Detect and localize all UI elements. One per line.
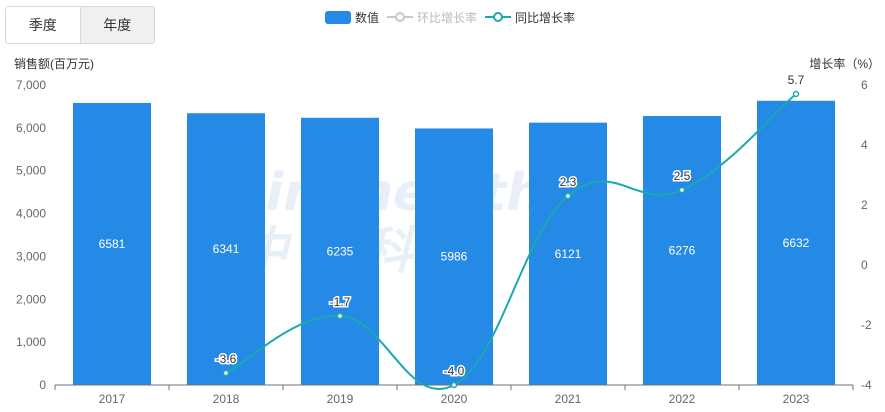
- x-tick-label: 2022: [669, 392, 696, 406]
- y-axis-left-title: 销售额(百万元): [14, 56, 94, 71]
- yoy-growth-point[interactable]: [450, 381, 458, 389]
- y-tick-right: -4: [861, 378, 872, 392]
- yoy-growth-label: -4.0: [444, 364, 465, 378]
- y-tick-left: 7,000: [16, 78, 46, 92]
- bar-value-label: 6341: [213, 242, 240, 256]
- y-tick-right: -2: [861, 318, 872, 332]
- x-tick-label: 2017: [99, 392, 126, 406]
- bar[interactable]: [187, 113, 265, 385]
- legend-line-swatch-mom: [387, 12, 414, 22]
- yoy-growth-label: -1.7: [330, 295, 351, 309]
- period-tabs: 季度 年度: [5, 6, 155, 44]
- legend-item-yoy-growth[interactable]: 同比增长率: [485, 9, 575, 26]
- tab-quarterly[interactable]: 季度: [6, 7, 80, 43]
- y-tick-right: 0: [861, 258, 868, 272]
- chart-legend: 数值 环比增长率 同比增长率: [325, 8, 575, 26]
- x-tick-label: 2021: [555, 392, 582, 406]
- legend-bar-swatch: [325, 10, 351, 24]
- legend-line-swatch-yoy: [485, 12, 512, 22]
- bar-value-label: 6632: [783, 236, 810, 250]
- yoy-growth-point[interactable]: [222, 369, 230, 377]
- y-tick-left: 6,000: [16, 121, 46, 135]
- watermark-text-en: Sinohealth: [228, 163, 543, 223]
- yoy-growth-point[interactable]: [792, 90, 800, 98]
- legend-label-mom-growth: 环比增长率: [417, 10, 478, 25]
- bar[interactable]: [757, 100, 835, 386]
- x-tick-label: 2023: [783, 392, 810, 406]
- yoy-growth-point[interactable]: [336, 312, 344, 320]
- tab-annual[interactable]: 年度: [79, 7, 154, 43]
- y-tick-right: 2: [861, 198, 868, 212]
- bar-value-label: 5986: [441, 250, 468, 264]
- bar[interactable]: [529, 122, 607, 386]
- legend-item-mom-growth[interactable]: 环比增长率: [387, 9, 477, 26]
- yoy-growth-label: 5.7: [788, 73, 805, 87]
- x-tick-label: 2020: [441, 392, 468, 406]
- y-tick-left: 5,000: [16, 164, 46, 178]
- y-tick-left: 1,000: [16, 335, 46, 349]
- x-tick-label: 2019: [327, 392, 354, 406]
- legend-label-value: 数值: [355, 10, 380, 25]
- y-tick-right: 6: [861, 78, 868, 92]
- bar[interactable]: [301, 117, 379, 386]
- yoy-growth-label: -3.6: [216, 352, 237, 366]
- bar[interactable]: [643, 116, 721, 386]
- yoy-growth-label: 2.5: [674, 169, 691, 183]
- bar-value-label: 6235: [327, 244, 354, 258]
- y-tick-left: 3,000: [16, 249, 46, 263]
- bar-value-label: 6276: [669, 244, 696, 258]
- y-tick-left: 0: [39, 378, 46, 392]
- x-tick-label: 2018: [213, 392, 240, 406]
- legend-item-value[interactable]: 数值: [325, 9, 379, 26]
- y-tick-left: 2,000: [16, 292, 46, 306]
- bar-value-label: 6581: [99, 237, 126, 251]
- yoy-growth-point[interactable]: [678, 186, 686, 194]
- yoy-growth-label: 2.3: [560, 175, 577, 189]
- bar[interactable]: [73, 102, 151, 385]
- y-tick-left: 4,000: [16, 207, 46, 221]
- yoy-growth-point[interactable]: [564, 192, 572, 200]
- y-tick-right: 4: [861, 138, 868, 152]
- legend-label-yoy-growth: 同比增长率: [515, 10, 576, 25]
- y-axis-right-title: 增长率（%）: [809, 56, 880, 71]
- bar[interactable]: [415, 128, 493, 385]
- bar-value-label: 6121: [555, 247, 582, 261]
